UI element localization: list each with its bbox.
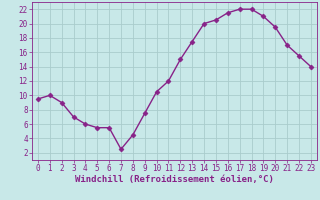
X-axis label: Windchill (Refroidissement éolien,°C): Windchill (Refroidissement éolien,°C) <box>75 175 274 184</box>
